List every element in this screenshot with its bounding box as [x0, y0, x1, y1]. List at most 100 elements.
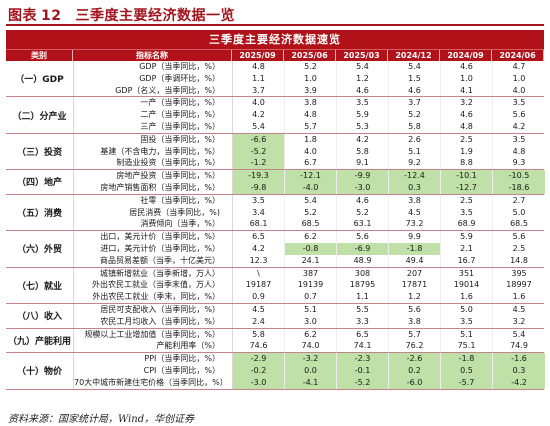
group-category: （四）地产	[6, 170, 74, 194]
table-header-row: 类别 指标名称 2025/09 2025/06 2025/03 2024/12 2024…	[6, 49, 544, 61]
value-cell: 4.5	[233, 303, 285, 316]
value-cell: -12.1	[285, 170, 337, 182]
indicator-name: PPI（当季同比，%）	[74, 353, 233, 365]
indicator-name: 社零（当季同比，%）	[74, 194, 233, 207]
value-cell: -2.3	[337, 353, 389, 365]
value-cell: 1.9	[441, 145, 493, 158]
header-indicator: 指标名称	[73, 50, 232, 61]
value-cell: -5.2	[233, 145, 285, 158]
value-cell: 4.6	[441, 61, 493, 73]
value-cell: 68.5	[510, 219, 528, 229]
value-cell: 9.9	[389, 231, 441, 243]
value-cell: 3.4	[233, 206, 285, 219]
value-cell: -4.1	[285, 376, 337, 389]
value-cell: 3.5	[441, 206, 493, 219]
value-cell: 17871	[389, 279, 441, 292]
value-cell: 0.3	[493, 364, 545, 377]
indicator-name: 基建（不含电力，当季同比，%）	[74, 145, 233, 158]
value-cell: 1.0	[441, 72, 493, 85]
indicator-name: 农民工月均收入（当季同比，%）	[74, 315, 233, 328]
value-cell: -19.3	[233, 170, 285, 182]
value-cell: 0.0	[285, 364, 337, 377]
table-group: （三）投资 固投（当季同比，%） -6.6 1.8 4.2 2.6 2.5 3.5 基建（不含电…	[6, 133, 544, 171]
header-period: 2025/06	[284, 50, 336, 61]
value-cell: 16.7	[441, 254, 493, 267]
value-cell: 0.9	[233, 291, 285, 303]
source-note: 资料来源：国家统计局，Wind，华创证券	[8, 414, 195, 425]
table-row: 出口，美元计价（当季同比，%） 6.5 6.2 5.6 9.9 5.9 5.6	[74, 231, 545, 243]
group-category: （九）产能利用	[6, 328, 74, 353]
value-cell: 75.1	[441, 340, 493, 353]
indicator-name: 外出农民工就业（季末，同比，%）	[74, 291, 233, 303]
table-group: （二）分产业 一产（当季同比，%） 4.0 3.8 3.5 3.7 3.2 3.5 二产（当季同…	[6, 97, 545, 134]
value-cell: 63.1	[337, 218, 389, 231]
table-group: （四）地产 房地产投资（当季同比，%） -19.3 -12.1 -9.9 -12.4 -10…	[6, 170, 545, 195]
value-cell: 6.2	[285, 328, 337, 341]
value-cell: -9.9	[337, 170, 389, 182]
indicator-name: 房地产投资（当季同比，%）	[74, 170, 233, 182]
value-cell: 6.2	[285, 231, 337, 243]
value-cell: -0.2	[233, 364, 285, 377]
value-cell: 5.1	[285, 303, 337, 316]
value-cell: 5.7	[285, 120, 337, 133]
table-row: 二产（当季同比，%） 4.2 4.8 5.9 5.2 4.6 5.6	[74, 109, 545, 121]
value-cell: 0.2	[389, 364, 441, 377]
value-cell: 0.3	[389, 181, 441, 194]
indicator-name: 70大中城市新建住宅价格（当季同比，%）	[74, 376, 233, 389]
header-category: 类别	[6, 50, 73, 61]
value-cell: 74.0	[285, 340, 337, 353]
value-cell: 3.5	[337, 97, 389, 110]
value-cell: 3.8	[389, 194, 441, 207]
value-cell: 4.1	[441, 84, 493, 97]
value-cell: 5.4	[337, 61, 389, 73]
value-cell: -10.1	[441, 170, 493, 182]
table-row: 三产（当季同比，%） 5.4 5.7 5.3 5.8 4.8 4.2	[74, 120, 545, 133]
value-cell: 5.4	[389, 61, 441, 73]
value-cell: 18997	[506, 280, 532, 290]
value-cell: -0.8	[285, 242, 337, 255]
figure-title-text: 三季度主要经济数据一览	[75, 8, 235, 24]
table-row: 房地产销售面积（当季同比，%） -9.8 -4.0 -3.0 0.3 -12.7 -18.6	[74, 181, 545, 194]
value-cell: 74.9	[510, 341, 528, 351]
indicator-name: 居民消费（当季同比，%)	[74, 206, 233, 219]
figure-label: 图表	[8, 8, 37, 24]
value-cell: 5.9	[441, 231, 493, 243]
table-row: GDP（季调环比，%） 1.1 1.0 1.2 1.5 1.0 1.0	[74, 72, 545, 85]
value-cell: 74.6	[233, 340, 285, 353]
table-row: 居民可支配收入（当季同比，%） 4.5 5.1 5.5 5.6 5.0 4.5	[74, 303, 545, 316]
value-cell: -6.0	[389, 376, 441, 389]
value-cell: -0.1	[337, 364, 389, 377]
group-category: （七）就业	[6, 267, 74, 303]
table-row: 城镇新增就业（当季新增，万人） \ 387 308 207 351 395	[74, 267, 545, 280]
indicator-name: 一产（当季同比，%）	[74, 97, 233, 110]
value-cell: 0.7	[285, 291, 337, 303]
indicator-name: 产能利用率（%）	[74, 340, 233, 353]
value-cell: 5.6	[512, 232, 526, 242]
value-cell: 5.8	[337, 145, 389, 158]
value-cell: 3.7	[389, 97, 441, 110]
value-cell: 4.5	[389, 206, 441, 219]
value-cell: -3.2	[285, 353, 337, 365]
indicator-name: 固投（当季同比，%）	[74, 133, 233, 146]
header-period: 2024/09	[440, 50, 492, 61]
value-cell: 4.0	[285, 145, 337, 158]
value-cell: 12.3	[233, 254, 285, 267]
value-cell: 19139	[285, 279, 337, 292]
indicator-name: 城镇新增就业（当季新增，万人）	[74, 267, 233, 280]
group-category: （八）收入	[6, 303, 74, 328]
value-cell: 1.1	[337, 291, 389, 303]
value-cell: 5.1	[441, 328, 493, 341]
value-cell: 1.6	[441, 291, 493, 303]
value-cell: 5.0	[512, 207, 526, 217]
value-cell: 3.2	[512, 316, 526, 326]
value-cell: 4.2	[233, 109, 285, 121]
value-cell: 2.4	[233, 315, 285, 328]
table-row: 产能利用率（%） 74.6 74.0 74.1 76.2 75.1 74.9	[74, 340, 545, 353]
indicator-name: 制造业投资（当季同比，%）	[74, 157, 233, 170]
value-cell: -6.6	[233, 133, 285, 146]
value-cell: 4.8	[285, 109, 337, 121]
table-row: 农民工月均收入（当季同比，%） 2.4 3.0 3.3 3.8 3.5 3.2	[74, 315, 545, 328]
table-group: （十）物价 PPI（当季同比，%） -2.9 -3.2 -2.3 -2.6 -1.8 -1.6…	[6, 353, 545, 390]
economic-data-table: 三季度主要经济数据速览 类别 指标名称 2025/09 2025/06 2025/0…	[6, 30, 545, 390]
indicator-name: 居民可支配收入（当季同比，%）	[74, 303, 233, 316]
